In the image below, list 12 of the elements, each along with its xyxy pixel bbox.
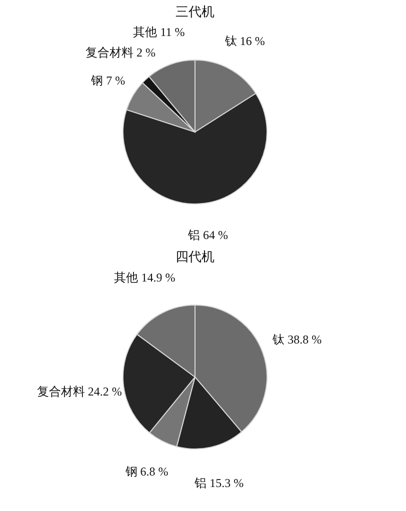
slice-label: 铝 15.3 % [194,476,244,490]
slice-label: 其他 11 % [133,25,185,40]
slice-label: 钛 16 % [224,34,265,48]
slice-label: 复合材料 2 % [86,46,156,60]
slice-label: 钢 6.8 % [124,464,168,479]
chart-title: 三代机 [176,4,214,19]
slice-label: 复合材料 24.2 % [36,384,122,399]
chart-title: 四代机 [176,249,214,264]
slice-label: 钢 7 % [90,74,126,88]
slice-label: 钛 38.8 % [272,332,322,347]
slice-label: 其他 14.9 % [114,270,176,285]
slice-label: 铝 64 % [186,228,228,242]
